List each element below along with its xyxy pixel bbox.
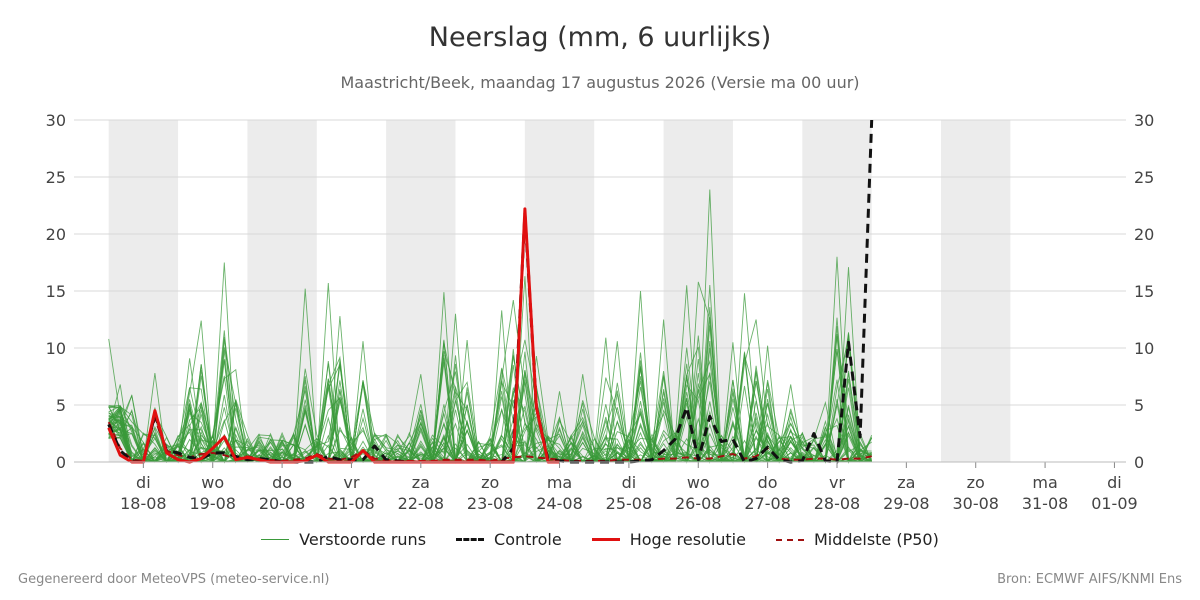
x-tick-day: zo [481, 473, 499, 492]
x-tick-date: 24-08 [536, 494, 583, 513]
legend-label-control: Controle [494, 530, 562, 549]
y-tick-label-right: 25 [1134, 168, 1154, 187]
x-tick-date: 23-08 [467, 494, 514, 513]
x-tick-date: 29-08 [883, 494, 930, 513]
chart-subtitle: Maastricht/Beek, maandag 17 augustus 202… [340, 73, 860, 92]
legend-item-median[interactable]: Middelste (P50) [775, 530, 939, 549]
x-tick-date: 25-08 [606, 494, 653, 513]
y-tick-label-left: 15 [46, 282, 66, 301]
x-tick-day: zo [967, 473, 985, 492]
y-tick-label-right: 0 [1134, 453, 1144, 472]
x-tick-date: 22-08 [398, 494, 445, 513]
x-tick-day: wo [201, 473, 224, 492]
x-tick-day: ma [1032, 473, 1057, 492]
x-tick-day: di [136, 473, 151, 492]
y-tick-label-right: 20 [1134, 225, 1154, 244]
x-tick-date: 30-08 [952, 494, 999, 513]
legend-label-hires: Hoge resolutie [629, 530, 746, 549]
x-tick-date: 19-08 [189, 494, 236, 513]
ensemble-members [108, 189, 873, 464]
legend-item-hires[interactable]: Hoge resolutie [591, 530, 746, 549]
x-tick-day: do [758, 473, 778, 492]
x-tick-day: wo [687, 473, 710, 492]
x-tick-date: 28-08 [814, 494, 861, 513]
legend-swatch-control [456, 538, 485, 541]
legend-label-median: Middelste (P50) [813, 530, 939, 549]
x-tick-day: vr [829, 473, 845, 492]
y-tick-label-right: 15 [1134, 282, 1154, 301]
x-tick-date: 21-08 [328, 494, 375, 513]
x-tick-date: 31-08 [1022, 494, 1069, 513]
legend-label-ensemble: Verstoorde runs [299, 530, 427, 549]
y-tick-label-left: 10 [46, 339, 66, 358]
x-tick-day: di [622, 473, 637, 492]
legend-item-ensemble[interactable]: Verstoorde runs [261, 530, 426, 549]
x-tick-day: di [1107, 473, 1122, 492]
y-tick-label-right: 5 [1134, 396, 1144, 415]
chart-title: Neerslag (mm, 6 uurlijks) [428, 22, 772, 53]
y-tick-label-left: 25 [46, 168, 66, 187]
x-tick-date: 26-08 [675, 494, 722, 513]
x-tick-date: 27-08 [744, 494, 791, 513]
y-tick-label-right: 10 [1134, 339, 1154, 358]
legend-swatch-median [775, 538, 804, 541]
y-tick-label-left: 0 [56, 453, 66, 472]
footer-source: Bron: ECMWF AIFS/KNMI Ens [997, 572, 1182, 587]
y-tick-label-right: 30 [1134, 111, 1154, 130]
x-tick-date: 20-08 [259, 494, 306, 513]
x-tick-day: ma [547, 473, 572, 492]
legend-item-control[interactable]: Controle [456, 530, 562, 549]
x-tick-day: do [272, 473, 292, 492]
footer-generator: Gegenereerd door MeteoVPS (meteo-service… [18, 572, 330, 587]
y-tick-label-left: 30 [46, 111, 66, 130]
legend: Verstoorde runs Controle Hoge resolutie … [0, 530, 1200, 549]
x-tick-day: za [897, 473, 915, 492]
axis-labels: 0 0 5 5 10 10 15 15 20 20 25 25 30 30 di 18-08 wo 19-08 do… [46, 111, 1155, 513]
y-tick-label-left: 5 [56, 396, 66, 415]
legend-swatch-hires [591, 538, 620, 541]
y-tick-label-left: 20 [46, 225, 66, 244]
x-tick-day: vr [343, 473, 359, 492]
x-tick-date: 01-09 [1091, 494, 1138, 513]
legend-swatch-ensemble [261, 539, 290, 540]
x-tick-date: 18-08 [120, 494, 167, 513]
x-tick-day: za [412, 473, 430, 492]
